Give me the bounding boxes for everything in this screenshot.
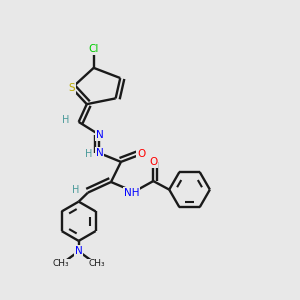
Text: CH₃: CH₃ xyxy=(88,260,105,268)
Text: N: N xyxy=(75,246,83,256)
Text: S: S xyxy=(68,83,75,93)
Text: H: H xyxy=(72,185,80,195)
Text: N: N xyxy=(96,130,103,140)
Text: Cl: Cl xyxy=(88,44,99,54)
Text: O: O xyxy=(137,149,145,159)
Text: CH₃: CH₃ xyxy=(52,260,69,268)
Text: O: O xyxy=(149,157,158,167)
Text: H: H xyxy=(85,149,92,159)
Text: N: N xyxy=(96,148,103,158)
Text: H: H xyxy=(62,115,70,125)
Text: NH: NH xyxy=(124,188,140,198)
